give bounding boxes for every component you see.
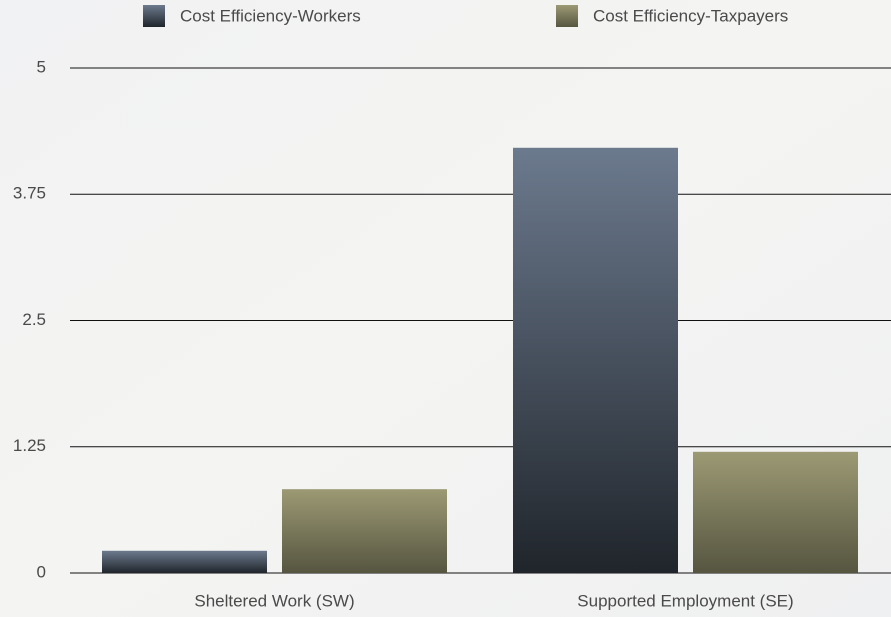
- y-tick-label: 1.25: [13, 436, 46, 455]
- legend-swatch: [143, 5, 165, 27]
- y-tick-label: 3.75: [13, 184, 46, 203]
- x-tick-label: Supported Employment (SE): [577, 591, 793, 610]
- bar: [282, 489, 447, 573]
- y-tick-label: 2.5: [22, 310, 46, 329]
- legend-swatch: [556, 5, 578, 27]
- y-tick-label: 0: [37, 562, 46, 581]
- y-tick-label: 5: [37, 57, 46, 76]
- x-tick-label: Sheltered Work (SW): [194, 591, 354, 610]
- legend-label: Cost Efficiency-Workers: [180, 6, 361, 25]
- bar: [693, 451, 858, 573]
- bar: [102, 550, 267, 573]
- bar: [513, 147, 678, 574]
- legend-label: Cost Efficiency-Taxpayers: [593, 6, 788, 25]
